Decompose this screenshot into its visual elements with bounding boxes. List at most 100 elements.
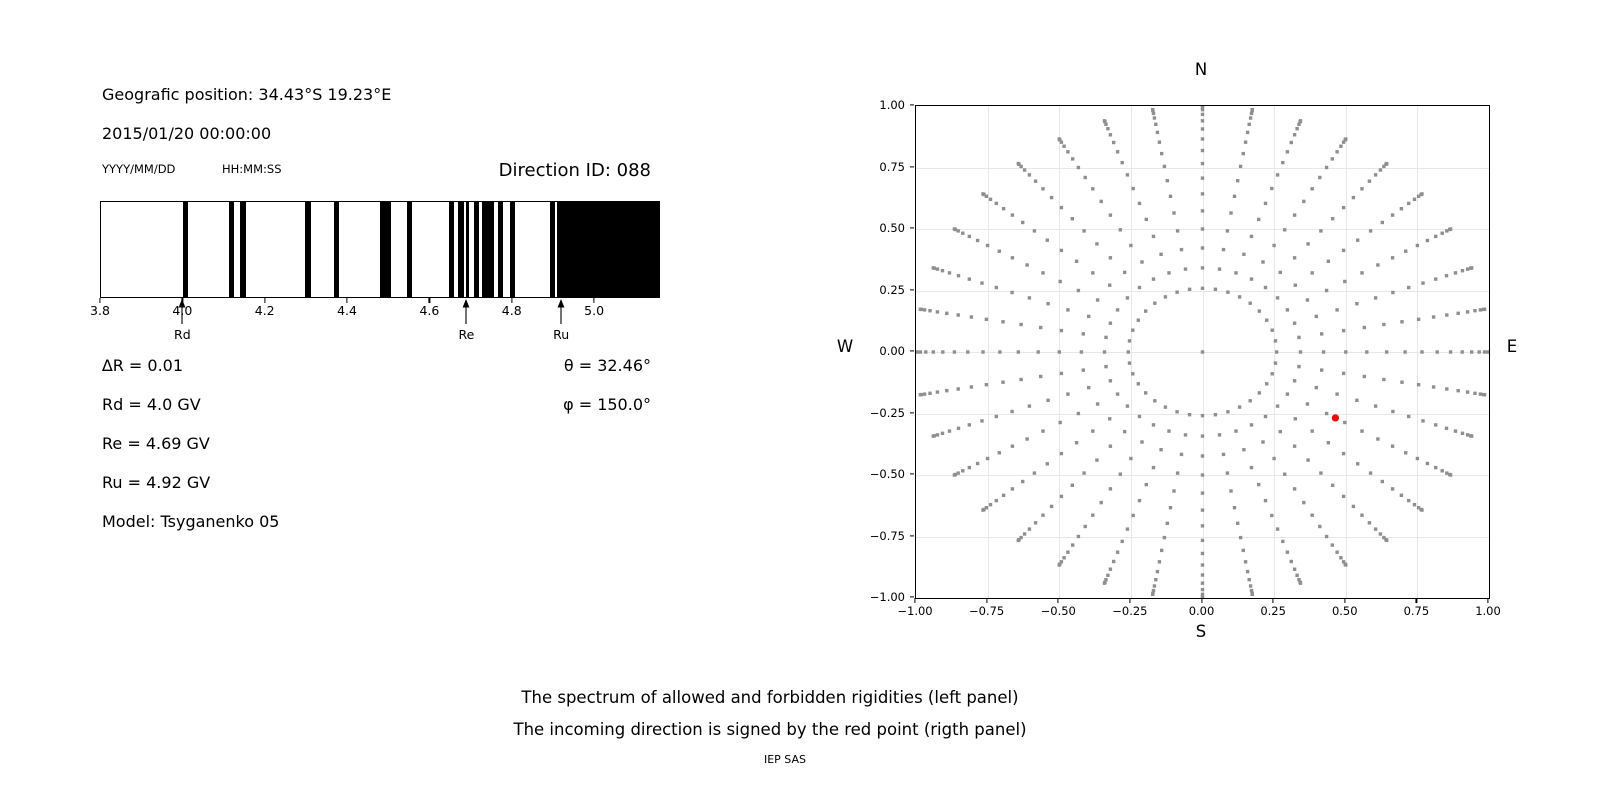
direction-grid-dot (1129, 456, 1133, 461)
direction-grid-dot (1335, 308, 1339, 312)
x-axis-tick (428, 298, 430, 303)
allowed-rigidity-band (509, 202, 516, 297)
direction-grid-dot (1083, 524, 1087, 529)
direction-grid-dot (1415, 243, 1420, 248)
direction-grid-dot (1341, 328, 1346, 333)
allowed-rigidity-band (549, 202, 556, 297)
direction-grid-dot (931, 434, 935, 438)
direction-grid-dot (1200, 473, 1205, 477)
direction-grid-dot (1167, 271, 1171, 275)
direction-grid-dot (985, 456, 990, 461)
direction-grid-dot (1162, 535, 1167, 540)
direction-grid-dot (931, 266, 935, 270)
direction-grid-dot (988, 197, 993, 201)
direction-grid-dot (1263, 285, 1268, 290)
direction-grid-dot (947, 271, 952, 275)
direction-grid-dot (984, 383, 989, 387)
direction-grid-dot (1390, 487, 1395, 491)
direction-grid-dot (1125, 173, 1130, 177)
direction-grid-dot (1275, 296, 1280, 300)
direction-grid-dot (1249, 588, 1254, 593)
direction-grid-dot (1360, 429, 1364, 433)
direction-grid-dot (1076, 534, 1081, 539)
y-axis-tick-label: 0.75 (879, 159, 905, 174)
direction-grid-dot (1434, 277, 1438, 281)
direction-grid-dot (1058, 420, 1062, 425)
direction-grid-dot (1104, 335, 1108, 340)
direction-grid-dot (1242, 448, 1246, 452)
x-axis-tick (99, 298, 101, 303)
direction-grid-dot (1108, 133, 1113, 137)
time-format-label: HH:MM:SS (222, 162, 282, 176)
direction-grid-dot (1470, 266, 1474, 270)
direction-grid-dot (1137, 201, 1142, 206)
direction-grid-dot (1059, 205, 1064, 210)
direction-grid-dot (1045, 462, 1049, 466)
direction-grid-dot (1010, 487, 1015, 491)
direction-grid-dot (1380, 479, 1384, 484)
direction-grid-dot (1032, 471, 1037, 475)
direction-grid-dot (1200, 112, 1205, 117)
direction-grid-dot (956, 229, 960, 233)
direction-grid-dot (1404, 451, 1408, 455)
direction-grid-dot (1127, 339, 1132, 343)
direction-grid-dot (1059, 248, 1064, 253)
direction-grid-dot (928, 309, 932, 313)
direction-grid-dot (956, 387, 960, 391)
rd-arrow-icon (177, 299, 187, 329)
x-axis-tick-label: 5.0 (584, 303, 605, 318)
direction-grid-dot (1160, 151, 1164, 156)
direction-grid-dot (1049, 504, 1054, 509)
direction-grid-dot (1001, 380, 1005, 384)
direction-grid-dot (1362, 374, 1366, 379)
direction-grid-dot (1298, 119, 1303, 123)
direction-grid-dot (1263, 414, 1268, 419)
direction-grid-dot (1297, 364, 1301, 369)
direction-grid-dot (1022, 168, 1027, 172)
direction-grid-dot (1270, 186, 1274, 191)
x-axis-tick (511, 298, 513, 303)
direction-grid-dot (1380, 220, 1384, 225)
direction-grid-dot (1155, 569, 1160, 574)
direction-grid-dot (1440, 231, 1444, 235)
direction-grid-dot (1310, 271, 1314, 275)
direction-grid-dot (1278, 429, 1282, 434)
direction-grid-dot (1355, 302, 1359, 306)
direction-grid-dot (918, 307, 923, 311)
y-axis-tick-label: −1.00 (869, 590, 905, 604)
direction-grid-dot (1183, 267, 1188, 271)
direction-grid-dot (1360, 513, 1364, 517)
direction-grid-dot (1297, 335, 1301, 340)
direction-grid-dot (1162, 164, 1167, 169)
compass-south-label: S (1195, 622, 1207, 641)
direction-grid-dot (1172, 489, 1176, 493)
direction-grid-dot (935, 267, 940, 271)
y-axis-tick-label: −0.50 (869, 467, 905, 481)
direction-grid-dot (994, 414, 998, 419)
direction-grid-dot (1335, 550, 1339, 554)
direction-grid-dot (1263, 498, 1268, 503)
x-axis-tick-label: −0.25 (1112, 604, 1148, 618)
direction-grid-dot (1152, 116, 1157, 120)
direction-grid-dot (1289, 559, 1293, 564)
direction-grid-dot (1270, 372, 1274, 376)
direction-grid-dot (1025, 437, 1029, 441)
direction-grid-dot (1057, 350, 1061, 354)
direction-grid-dot (1465, 267, 1470, 271)
direction-grid-dot (1368, 229, 1373, 233)
direction-grid-dot (1001, 207, 1006, 211)
direction-grid-dot (1319, 471, 1323, 475)
direction-grid-dot (1482, 393, 1487, 397)
direction-grid-dot (1341, 560, 1346, 564)
direction-grid-dot (1285, 308, 1290, 312)
direction-grid-dot (1431, 385, 1436, 389)
allowed-rigidity-band (183, 202, 189, 297)
direction-grid-dot (1144, 391, 1148, 395)
direction-grid-dot (1104, 364, 1108, 369)
direction-grid-dot (1400, 380, 1404, 384)
direction-grid-dot (1431, 315, 1436, 319)
direction-grid-dot (980, 419, 984, 423)
direction-grid-dot (1125, 296, 1130, 300)
direction-grid-dot (1285, 392, 1290, 396)
direction-grid-dot (1341, 248, 1346, 253)
